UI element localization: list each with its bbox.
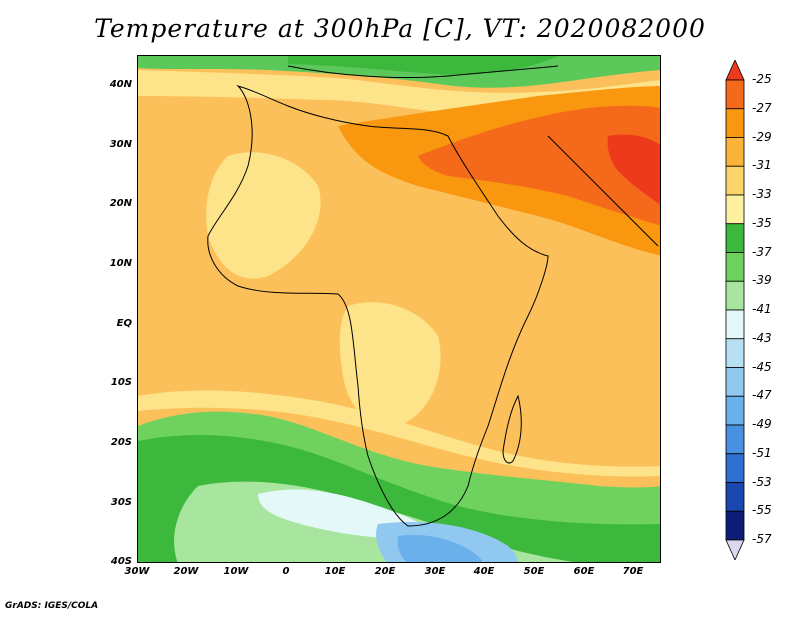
colorbar-tick-label: -25 <box>752 72 772 86</box>
lon-label-20e: 20E <box>374 566 396 577</box>
field-central-pale <box>339 302 441 427</box>
lat-label-30n: 30N <box>109 139 132 150</box>
madagascar-coastline <box>502 394 522 464</box>
colorbar-tick-label: -33 <box>752 187 772 201</box>
lat-label-20s: 20S <box>110 437 132 448</box>
colorbar-swatch <box>725 510 745 541</box>
lon-label-70e: 70E <box>622 566 644 577</box>
colorbar-tick-label: -37 <box>752 244 772 259</box>
lon-label-10w: 10W <box>223 566 249 577</box>
mediterranean-coastline <box>287 65 559 79</box>
lat-label-40s: 40S <box>110 556 132 567</box>
colorbar-swatch <box>725 367 745 397</box>
lon-label-30w: 30W <box>124 566 150 577</box>
colorbar-top-arrow <box>725 60 745 81</box>
lat-label-20n: 20N <box>109 198 132 209</box>
colorbar-tick-label: -55 <box>752 503 772 518</box>
colorbar-swatch <box>725 280 745 311</box>
map-title: Temperature at 300hPa [C], VT: 202008200… <box>94 14 706 43</box>
field-mideast-warmest <box>607 134 660 205</box>
colorbar <box>725 60 745 560</box>
colorbar-swatch <box>725 223 745 253</box>
lon-label-60e: 60E <box>573 566 595 577</box>
temperature-map <box>137 55 661 563</box>
colorbar-tick-label: -27 <box>752 100 772 115</box>
africa-coastline <box>207 85 549 527</box>
colorbar-swatch <box>725 395 745 426</box>
colorbar-swatch <box>725 137 745 167</box>
colorbar-tick-label: -35 <box>752 215 772 230</box>
field-sahel-pale <box>206 152 321 279</box>
arabia-coastline <box>547 135 659 247</box>
colorbar-swatch <box>725 165 745 196</box>
lon-label-50e: 50E <box>523 566 545 577</box>
lat-label-10s: 10S <box>110 377 132 388</box>
colorbar-tick-label: -31 <box>752 158 772 173</box>
lon-label-0: 0 <box>282 566 290 577</box>
colorbar-swatch <box>725 453 745 483</box>
colorbar-tick-label: -45 <box>752 359 772 374</box>
lon-label-10e: 10E <box>324 566 346 577</box>
colorbar-tick-label: -41 <box>752 302 772 316</box>
colorbar-tick-label: -51 <box>752 445 772 460</box>
colorbar-swatch <box>725 482 745 512</box>
colorbar-swatch <box>725 252 745 282</box>
colorbar-swatch <box>725 194 745 225</box>
field-mideast-warmer <box>418 105 660 226</box>
temperature-field <box>138 56 660 562</box>
colorbar-tick-label: -57 <box>752 532 772 546</box>
coastlines <box>207 65 659 527</box>
colorbar-tick-label: -47 <box>752 388 772 403</box>
lat-label-30s: 30S <box>110 497 132 508</box>
colorbar-tick-label: -43 <box>752 330 772 345</box>
colorbar-tick-label: -29 <box>752 129 772 144</box>
footer-credit: GrADS: IGES/COLA <box>5 601 99 611</box>
lon-label-30e: 30E <box>424 566 446 577</box>
field-south-pale <box>138 390 660 477</box>
colorbar-swatch <box>725 108 745 138</box>
colorbar-tick-label: -49 <box>752 417 772 431</box>
lat-label-eq: EQ <box>116 318 132 329</box>
field-south-extreme <box>397 535 483 562</box>
lon-label-20w: 20W <box>173 566 199 577</box>
lat-label-10n: 10N <box>109 258 132 269</box>
colorbar-swatch <box>725 79 745 110</box>
colorbar-tick-label: -53 <box>752 474 772 489</box>
lat-label-40n: 40N <box>109 79 132 90</box>
field-north-coldest <box>288 56 558 75</box>
lon-label-40e: 40E <box>473 566 495 577</box>
colorbar-swatch <box>725 424 745 455</box>
colorbar-tick-label: -39 <box>752 273 772 288</box>
colorbar-swatch <box>725 309 745 340</box>
colorbar-bottom-arrow <box>725 539 745 560</box>
colorbar-swatch <box>725 338 745 368</box>
